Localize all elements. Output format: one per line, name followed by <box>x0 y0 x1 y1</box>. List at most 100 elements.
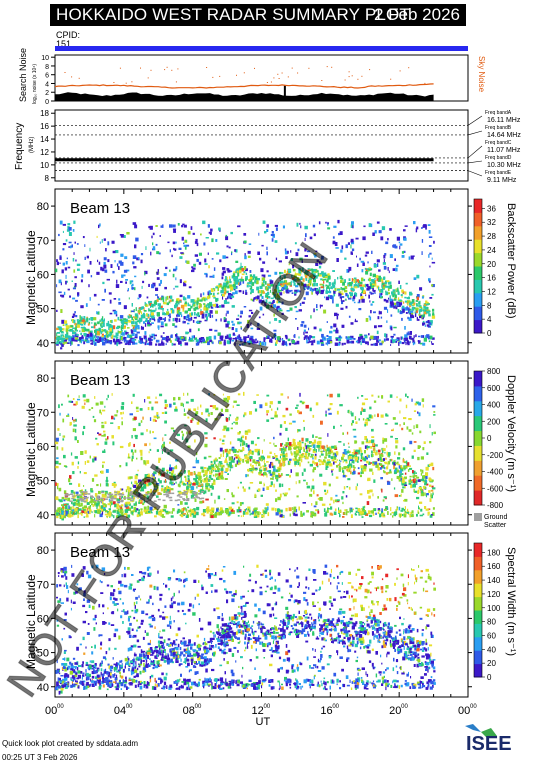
rti-cell <box>375 465 378 468</box>
rti-cell <box>328 409 330 411</box>
rti-cell <box>137 332 140 334</box>
rti-cell <box>171 255 172 257</box>
rti-cell <box>351 423 353 426</box>
rti-cell <box>383 458 385 461</box>
rti-cell <box>368 333 370 335</box>
rti-cell <box>390 436 393 438</box>
rti-cell <box>318 437 321 439</box>
sky-noise-point <box>206 67 207 68</box>
rti-cell <box>57 508 60 512</box>
rti-cell <box>96 272 99 275</box>
rti-cell <box>349 278 351 281</box>
rti-cell <box>342 325 345 328</box>
rti-cell <box>140 408 143 411</box>
rti-cell <box>401 290 404 293</box>
rti-cell <box>309 445 312 447</box>
rti-cell <box>249 456 252 459</box>
rti-cell <box>274 445 277 447</box>
rti-cell <box>315 501 317 505</box>
rti-cell <box>72 331 73 334</box>
rti-cell <box>84 511 87 513</box>
rti-cell <box>95 457 97 460</box>
rti-cell <box>348 458 349 461</box>
rti-cell <box>421 479 424 481</box>
freq-band-pointer <box>468 161 482 163</box>
rti-cell <box>80 305 83 308</box>
rti-cell <box>133 266 136 268</box>
rti-cell <box>126 462 128 466</box>
rti-cell <box>188 231 191 234</box>
rti-cell <box>200 467 203 470</box>
rti-cell <box>275 240 278 243</box>
rti-cell <box>192 336 195 339</box>
rti-cell <box>120 488 122 490</box>
rti-cell <box>169 319 171 322</box>
rti-cell <box>394 512 396 514</box>
rti-cell <box>155 294 158 296</box>
rti-cell <box>357 483 358 486</box>
rti-cell <box>314 440 316 444</box>
freq-ytick-label: 18 <box>40 109 49 118</box>
rti-cell <box>276 258 277 261</box>
rti-cell <box>244 266 246 270</box>
rti-cell <box>404 466 407 469</box>
rti-cell <box>70 325 73 327</box>
rti-cell <box>300 324 303 327</box>
rti-cell <box>281 393 284 395</box>
rti-cell <box>102 316 103 320</box>
rti-cell <box>325 493 327 495</box>
rti-cell <box>386 320 387 323</box>
rti-cell <box>148 338 151 341</box>
sky-noise-point <box>321 80 322 81</box>
rti-cell <box>186 515 188 518</box>
rti-cell <box>394 460 396 462</box>
rti-cell <box>224 498 225 500</box>
rti-cell <box>373 343 375 345</box>
rti-cell <box>104 257 107 260</box>
rti-cell <box>247 285 249 288</box>
rti-cell <box>219 305 221 308</box>
rti-cell <box>338 510 341 513</box>
rti-cell <box>113 251 116 253</box>
rti-cell <box>103 495 105 497</box>
rti-cell <box>263 221 266 224</box>
freq-band-pointer <box>468 146 482 158</box>
rti-cell <box>337 499 340 501</box>
rti-cell <box>329 463 332 466</box>
rti-cell <box>135 319 138 321</box>
rti-cell <box>183 393 184 396</box>
rti-cell <box>85 450 87 454</box>
sky-noise-point <box>273 77 274 78</box>
rti-cell <box>220 475 222 478</box>
rti-cell <box>405 477 407 480</box>
rti-cell <box>373 443 375 446</box>
rti-cell <box>294 455 297 457</box>
rti-cell <box>242 459 244 463</box>
rti-cell <box>230 441 231 444</box>
rti-cell <box>284 444 287 446</box>
rti-cell <box>111 435 114 438</box>
rti-cell <box>133 444 135 447</box>
rti-cell <box>118 317 120 320</box>
rti-cell <box>113 325 115 329</box>
freq-band-pointer <box>468 171 482 176</box>
rti-cell <box>237 225 240 227</box>
rti-cell <box>82 508 84 510</box>
rti-cell <box>134 417 137 420</box>
rti-cell <box>327 338 329 341</box>
rti-cell <box>81 274 83 278</box>
rti-cell <box>364 424 366 427</box>
rti-cell <box>387 452 388 456</box>
rti-cell <box>79 395 80 398</box>
rti-cell <box>147 343 149 345</box>
rti-cell <box>370 282 372 284</box>
rti-cell <box>104 318 105 321</box>
rti-cell <box>240 502 242 506</box>
rti-cell <box>341 496 343 499</box>
rti-cell <box>184 316 186 319</box>
rti-cell <box>200 293 201 297</box>
rti-cell <box>195 307 198 310</box>
rti-cell <box>88 284 89 287</box>
